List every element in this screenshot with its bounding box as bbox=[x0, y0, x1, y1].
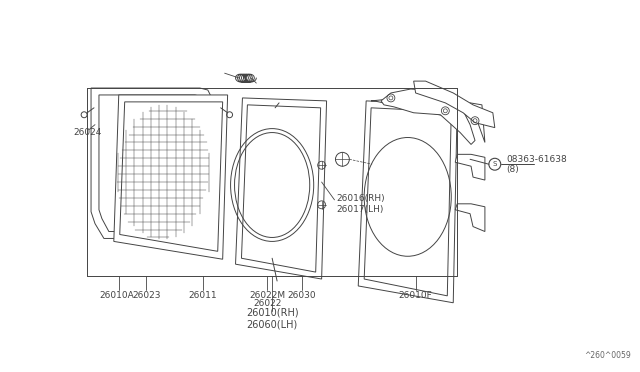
Text: 26022: 26022 bbox=[253, 299, 282, 308]
Polygon shape bbox=[236, 98, 326, 279]
Polygon shape bbox=[120, 102, 223, 251]
Text: 26010A: 26010A bbox=[99, 291, 134, 300]
Polygon shape bbox=[114, 95, 228, 259]
Polygon shape bbox=[381, 89, 475, 144]
Text: ^260^0059: ^260^0059 bbox=[584, 351, 630, 360]
Polygon shape bbox=[455, 204, 485, 231]
Text: 26030: 26030 bbox=[287, 291, 316, 300]
Polygon shape bbox=[91, 88, 212, 238]
Text: 26016(RH)
26017(LH): 26016(RH) 26017(LH) bbox=[337, 194, 385, 214]
Text: 26010(RH)
26060(LH): 26010(RH) 26060(LH) bbox=[246, 308, 298, 330]
Polygon shape bbox=[241, 105, 321, 272]
Text: 26024: 26024 bbox=[73, 128, 102, 137]
Text: 26011: 26011 bbox=[189, 291, 217, 300]
Polygon shape bbox=[455, 154, 485, 180]
Text: S: S bbox=[493, 161, 497, 167]
Text: 26022M: 26022M bbox=[249, 291, 285, 300]
Polygon shape bbox=[358, 101, 457, 303]
Polygon shape bbox=[413, 81, 495, 128]
Text: 08363-61638
(8): 08363-61638 (8) bbox=[507, 154, 568, 174]
Polygon shape bbox=[364, 108, 451, 296]
Polygon shape bbox=[99, 95, 206, 231]
Polygon shape bbox=[371, 99, 485, 142]
Text: 26010F: 26010F bbox=[399, 291, 433, 300]
Text: 26023: 26023 bbox=[132, 291, 161, 300]
